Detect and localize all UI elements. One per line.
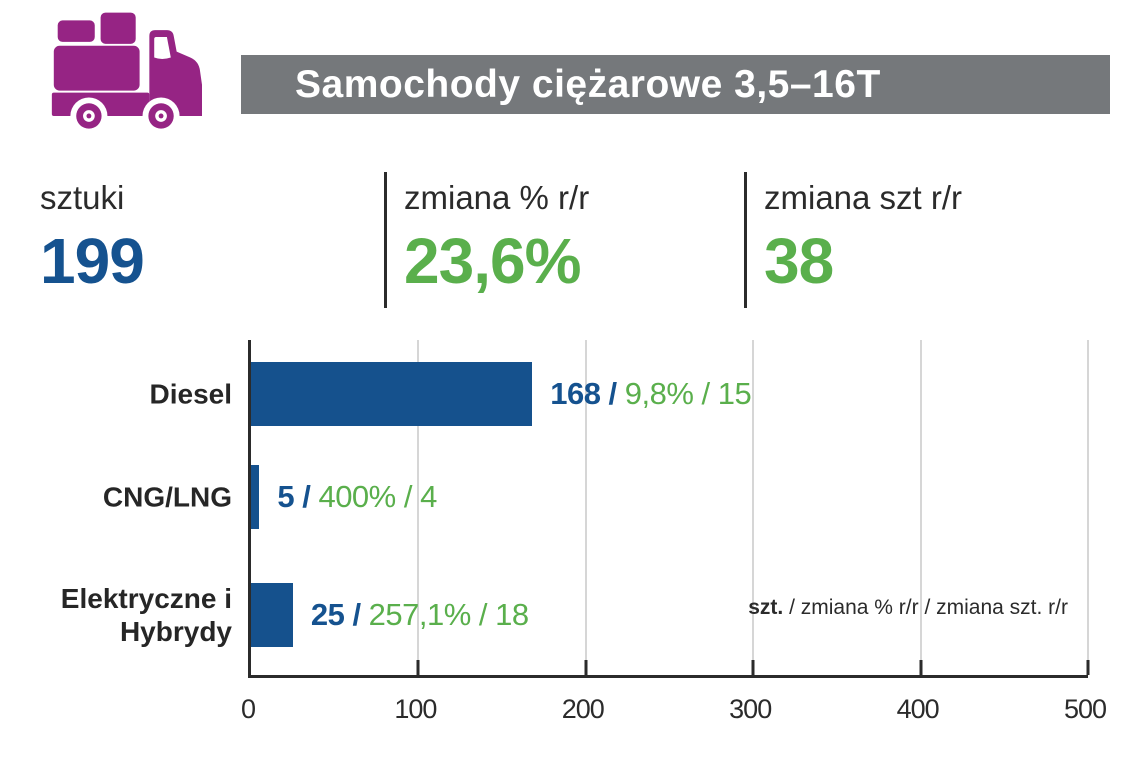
legend-note: szt. / zmiana % r/r / zmiana szt. r/r [748,596,1068,620]
category-label-diesel: Diesel [149,378,233,410]
stat-change-units: zmiana szt r/r 38 [764,176,962,298]
x-axis: 0 100 200 300 400 500 [241,694,1107,726]
bar-cng-lng [251,465,260,529]
gridline [752,340,755,675]
x-tick-label: 400 [896,694,940,724]
stat-change-units-label: zmiana szt r/r [764,179,963,216]
bar-row: 25 / 257,1% / 18 [251,583,1088,647]
x-tick-label: 500 [1063,694,1107,724]
gridline [919,340,922,675]
axis-tick [919,660,923,675]
stat-change-units-value: 38 [764,225,834,297]
bar-units-value: 168 / [550,376,625,411]
stat-units-label: sztuki [40,179,125,216]
stat-change-pct-label: zmiana % r/r [404,179,590,216]
bar-units-value: 5 / [277,479,319,514]
gridline [584,340,587,675]
bar-row: 168 / 9,8% / 15 [251,362,1088,426]
plot-area: szt. / zmiana % r/r / zmiana szt. r/r 16… [248,340,1090,678]
x-tick-label: 0 [240,694,256,724]
stat-units-value: 199 [40,225,145,297]
x-tick-label: 100 [394,694,437,724]
stat-units: sztuki 199 [40,176,145,298]
gridline [417,340,420,675]
legend-note-rest: / zmiana % r/r / zmiana szt. r/r [783,596,1068,619]
x-tick-label: 300 [729,694,772,724]
bar-change-values: 257,1% / 18 [368,597,529,632]
legend-note-bold: szt. [748,596,784,619]
axis-tick [1086,660,1090,675]
bar-change-values: 400% / 4 [318,479,437,514]
stat-divider [744,172,747,308]
x-tick-label: 200 [561,694,605,724]
bar-units-value: 25 / [310,597,369,632]
bar-elektryczne-i-hybrydy [251,583,293,647]
axis-tick [416,660,420,675]
stat-change-pct: zmiana % r/r 23,6% [404,176,589,298]
stat-divider [384,172,387,308]
category-label-elektryczne-i-hybrydy: Elektryczne i Hybrydy [60,583,232,647]
gridline [1087,340,1089,675]
title-bar: Samochody ciężarowe 3,5–16T [241,55,1110,114]
page-title: Samochody ciężarowe 3,5–16T [295,62,881,106]
axis-tick [584,660,588,675]
category-label-cng-lng: CNG/LNG [102,481,232,513]
bar-value-label: 25 / 257,1% / 18 [311,597,529,633]
axis-tick [751,660,755,675]
bar-row: 5 / 400% / 4 [251,465,1088,529]
stat-change-pct-value: 23,6% [404,225,581,297]
truck-icon [51,12,202,135]
bar-diesel [251,362,533,426]
bar-change-values: 9,8% / 15 [624,376,752,411]
bar-value-label: 168 / 9,8% / 15 [550,376,752,412]
bar-value-label: 5 / 400% / 4 [277,479,437,515]
